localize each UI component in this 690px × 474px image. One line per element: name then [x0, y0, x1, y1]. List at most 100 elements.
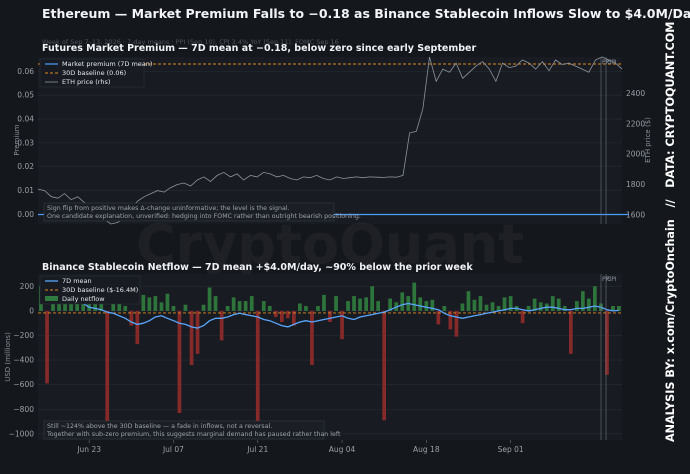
netflow-x-tick-label: Aug 04 [329, 445, 356, 454]
netflow-bar [550, 296, 555, 311]
netflow-y-tick-label: 0 [29, 306, 34, 315]
netflow-bar [171, 306, 176, 311]
netflow-bar [587, 298, 591, 311]
netflow-bar [538, 302, 543, 311]
price-y-axis-label: ETH price ($) [644, 117, 652, 163]
netflow-y-tick-label: −600 [13, 380, 34, 389]
side-credit-text: ANALYSIS BY: x.com/CryptoOnchain // DATA… [664, 22, 677, 442]
netflow-bar [364, 297, 368, 311]
premium-panel: Futures Market Premium — 7D mean at −0.1… [13, 43, 652, 225]
figure-title: Ethereum — Market Premium Falls to −0.18… [42, 6, 690, 21]
premium-y-axis-label: Premium [13, 124, 21, 155]
netflow-bar [195, 310, 200, 354]
price-y-tick-label: 2400 [626, 89, 645, 98]
netflow-bar [508, 296, 513, 311]
netflow-bar [454, 310, 459, 337]
netflow-bar [93, 298, 97, 311]
event-marker-label: PPI [602, 276, 611, 283]
netflow-bar [280, 310, 284, 322]
netflow-bar [213, 296, 218, 311]
netflow-bar [147, 297, 152, 311]
netflow-bar [400, 292, 405, 311]
legend-label-netflow-baseline: 30D baseline ($-16.4M) [62, 286, 138, 294]
legend-label-7d-mean: 7D mean [62, 277, 92, 285]
netflow-bar [298, 303, 302, 311]
netflow-bar [556, 298, 561, 311]
netflow-legend: 7D mean 30D baseline ($-16.4M) Daily net… [39, 275, 141, 305]
legend-label-price: ETH price (rhs) [62, 78, 110, 86]
netflow-bar [286, 310, 290, 319]
netflow-bar [376, 301, 380, 311]
netflow-bar [484, 304, 489, 311]
netflow-bar [581, 291, 585, 311]
price-y-tick-label: 2000 [626, 150, 645, 159]
netflow-bar [201, 304, 206, 311]
netflow-bar [617, 306, 621, 311]
netflow-bar [292, 310, 296, 326]
netflow-y-tick-label: −200 [13, 331, 34, 340]
netflow-annotation: Still ~124% above the 30D baseline — a f… [43, 420, 341, 440]
premium-y-tick-label: 0.06 [17, 67, 34, 76]
netflow-bar [526, 306, 531, 311]
netflow-bar [412, 282, 417, 311]
netflow-bar [328, 310, 332, 322]
price-y-ticks: 1600 1800 2000 2200 2400 [626, 89, 645, 219]
netflow-x-tick-label: Sep 01 [498, 445, 524, 454]
netflow-bar [267, 306, 272, 311]
netflow-bar [593, 286, 597, 311]
netflow-x-ticks: Jun 23 Jul 07 Jul 21 Aug 04 Aug 18 Sep 01 [76, 440, 524, 454]
netflow-bar [502, 297, 507, 311]
premium-annotation: Sign flip from positive makes Δ-change u… [43, 202, 361, 222]
premium-note-line-2: One candidate explanation, unverified: h… [47, 213, 361, 220]
netflow-note-line-2: Together with sub-zero premium, this sug… [46, 431, 341, 438]
netflow-bar [177, 310, 182, 413]
netflow-bar [442, 306, 447, 311]
netflow-bar [316, 306, 320, 311]
netflow-7d-mean-line [40, 299, 620, 329]
premium-y-tick-label: 0.02 [17, 162, 34, 171]
netflow-bar [183, 304, 188, 311]
netflow-note-line-1: Still ~124% above the 30D baseline — a f… [47, 423, 272, 430]
netflow-bar [117, 301, 122, 311]
netflow-bar [478, 296, 483, 311]
netflow-y-tick-label: 200 [20, 282, 35, 291]
event-marker-label: PPI [602, 59, 611, 66]
price-y-tick-label: 2200 [626, 119, 645, 128]
netflow-bar [231, 297, 236, 311]
legend-swatch-daily-netflow [45, 296, 58, 301]
netflow-bar [562, 306, 567, 311]
netflow-bar [496, 306, 501, 311]
netflow-bar [436, 310, 441, 325]
netflow-annotation-box [43, 420, 325, 440]
event-marker-label: CPI [607, 276, 617, 283]
premium-note-line-1: Sign flip from positive makes Δ-change u… [47, 205, 290, 212]
legend-label-daily-netflow: Daily netflow [62, 295, 105, 303]
netflow-bar [105, 310, 110, 423]
premium-annotation-box [43, 202, 335, 222]
netflow-y-tick-label: −400 [13, 356, 34, 365]
netflow-bar [45, 310, 49, 384]
netflow-x-tick-label: Aug 18 [413, 445, 440, 454]
premium-y-tick-label: 0.05 [17, 91, 34, 100]
netflow-bar [87, 299, 91, 311]
netflow-bar [569, 310, 573, 354]
netflow-bar [207, 287, 212, 311]
netflow-bar [219, 310, 224, 341]
netflow-bar [135, 310, 140, 345]
netflow-bar [448, 310, 453, 330]
netflow-bar [388, 298, 392, 311]
legend-label-premium: Market premium (7D mean) [62, 60, 152, 68]
netflow-panel: Binance Stablecoin Netflow — 7D mean +$4… [4, 262, 622, 454]
watermark: CryptoQuant [136, 213, 524, 276]
netflow-bar [165, 293, 170, 311]
netflow-bar [460, 303, 465, 311]
premium-y-tick-label: 0.04 [17, 115, 34, 124]
price-y-tick-label: 1600 [626, 210, 645, 219]
netflow-bar [225, 306, 230, 311]
premium-y-tick-label: 0.03 [17, 138, 34, 147]
netflow-bar [532, 298, 537, 311]
netflow-bar [340, 310, 344, 340]
